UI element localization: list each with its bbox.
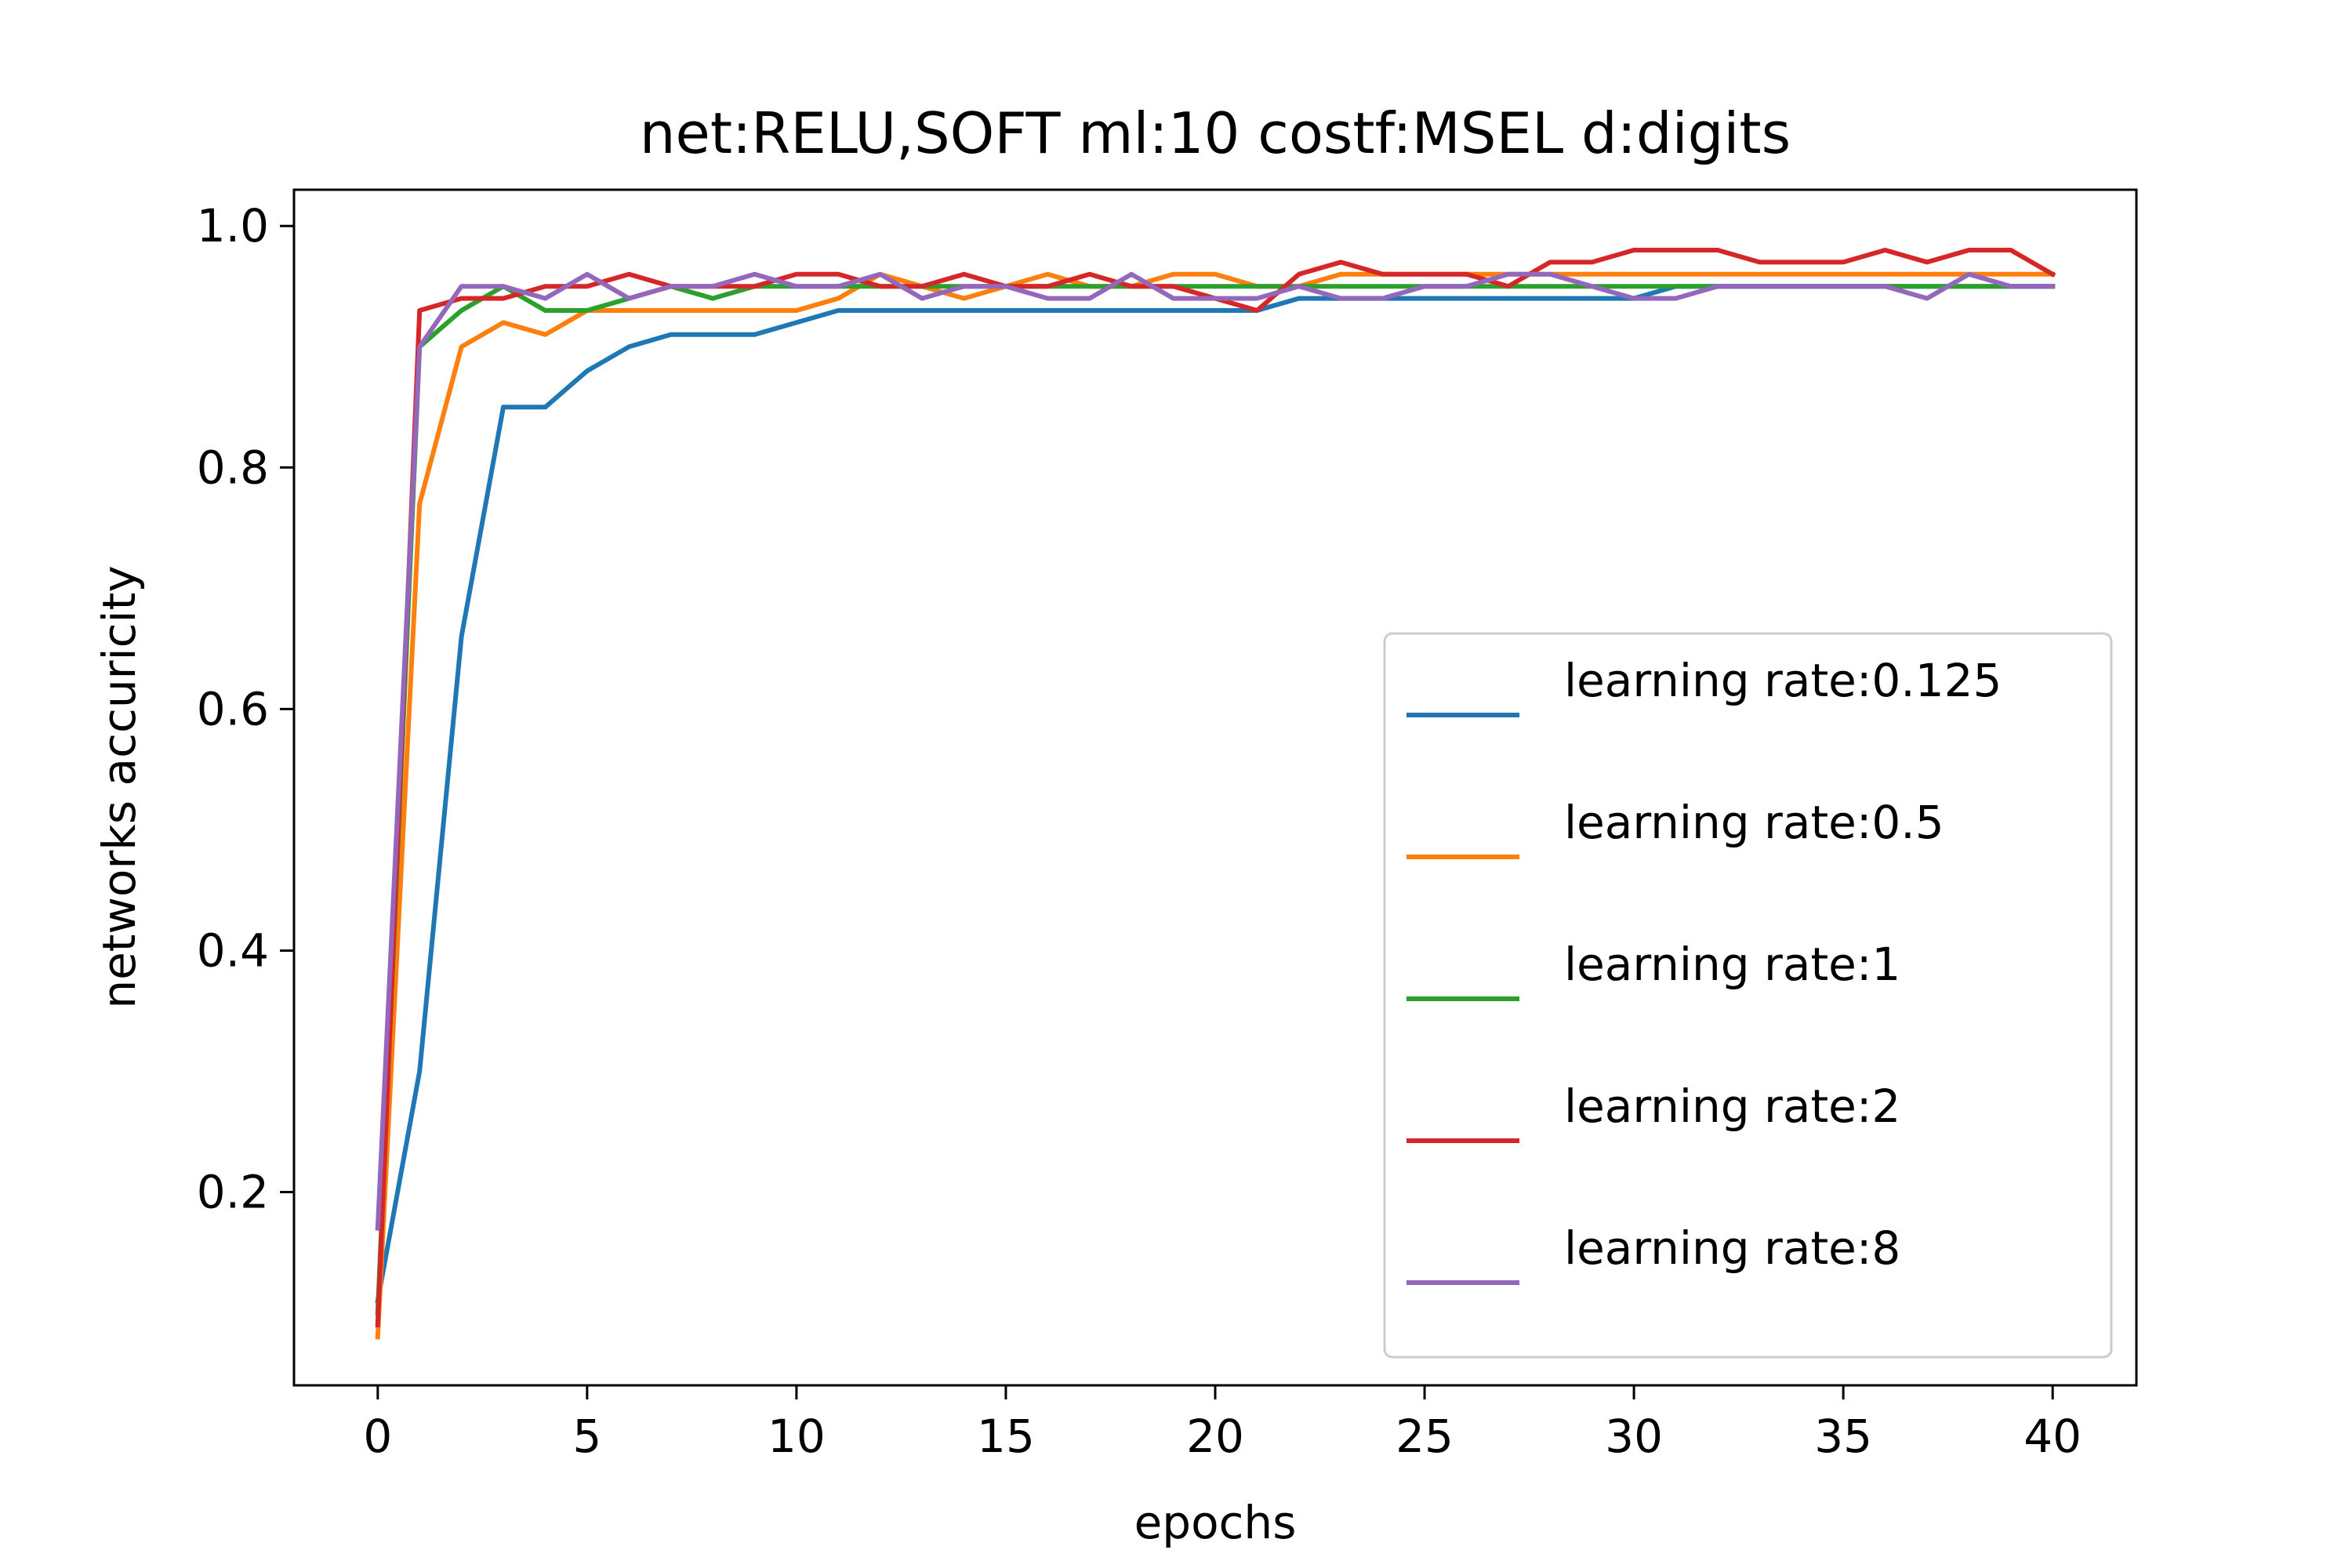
y-tick-label: 0.4 — [197, 924, 269, 977]
x-tick-label: 0 — [363, 1410, 392, 1463]
x-axis-label: epochs — [1134, 1496, 1297, 1549]
x-tick-label: 35 — [1814, 1410, 1872, 1463]
series-line-4 — [375, 271, 2056, 1231]
x-tick-label: 15 — [977, 1410, 1035, 1463]
legend-label-0: learning rate:0.125 — [1564, 654, 2002, 707]
y-tick-label: 0.2 — [197, 1166, 269, 1219]
x-tick-label: 10 — [768, 1410, 826, 1463]
legend-label-2: learning rate:1 — [1564, 938, 1900, 991]
y-tick-label: 0.8 — [197, 441, 269, 494]
x-tick-label: 40 — [2024, 1410, 2082, 1463]
plot-area-frame — [292, 188, 2138, 1387]
legend-entries: learning rate:0.125 learning rate:0.5 lear… — [1406, 654, 2002, 1285]
legend-label-3: learning rate:2 — [1564, 1080, 1900, 1133]
x-tick-label: 5 — [572, 1410, 601, 1463]
ticks-layer: 0 5 10 15 20 25 30 35 40 0.2 0.4 0.6 0.8 1.0 — [197, 199, 2082, 1463]
y-axis-label: networks accuricity — [93, 565, 146, 1008]
chart-title: net:RELU,SOFT ml:10 costf:MSEL d:digits — [640, 100, 1791, 166]
x-tick-label: 30 — [1605, 1410, 1663, 1463]
y-tick-label: 0.6 — [197, 682, 269, 735]
x-tick-label: 25 — [1396, 1410, 1454, 1463]
legend: learning rate:0.125 learning rate:0.5 lear… — [1383, 632, 2113, 1359]
legend-label-1: learning rate:0.5 — [1564, 796, 1944, 849]
legend-box — [1383, 632, 2113, 1359]
x-tick-label: 20 — [1186, 1410, 1244, 1463]
series-line-1 — [375, 271, 2056, 1340]
y-tick-label: 1.0 — [197, 199, 269, 252]
series-layer — [375, 248, 2056, 1340]
legend-label-4: learning rate:8 — [1564, 1221, 1900, 1275]
